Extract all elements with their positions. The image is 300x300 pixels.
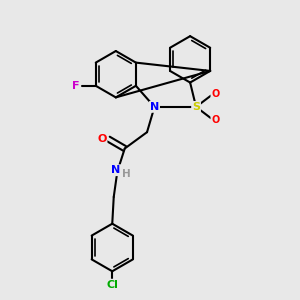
Text: O: O <box>211 89 220 99</box>
Text: S: S <box>192 102 200 112</box>
Text: N: N <box>150 102 159 112</box>
Text: O: O <box>97 134 106 144</box>
Text: H: H <box>122 169 131 179</box>
Text: F: F <box>72 81 80 91</box>
Text: N: N <box>111 165 120 175</box>
Text: Cl: Cl <box>106 280 118 290</box>
Text: O: O <box>211 115 220 125</box>
